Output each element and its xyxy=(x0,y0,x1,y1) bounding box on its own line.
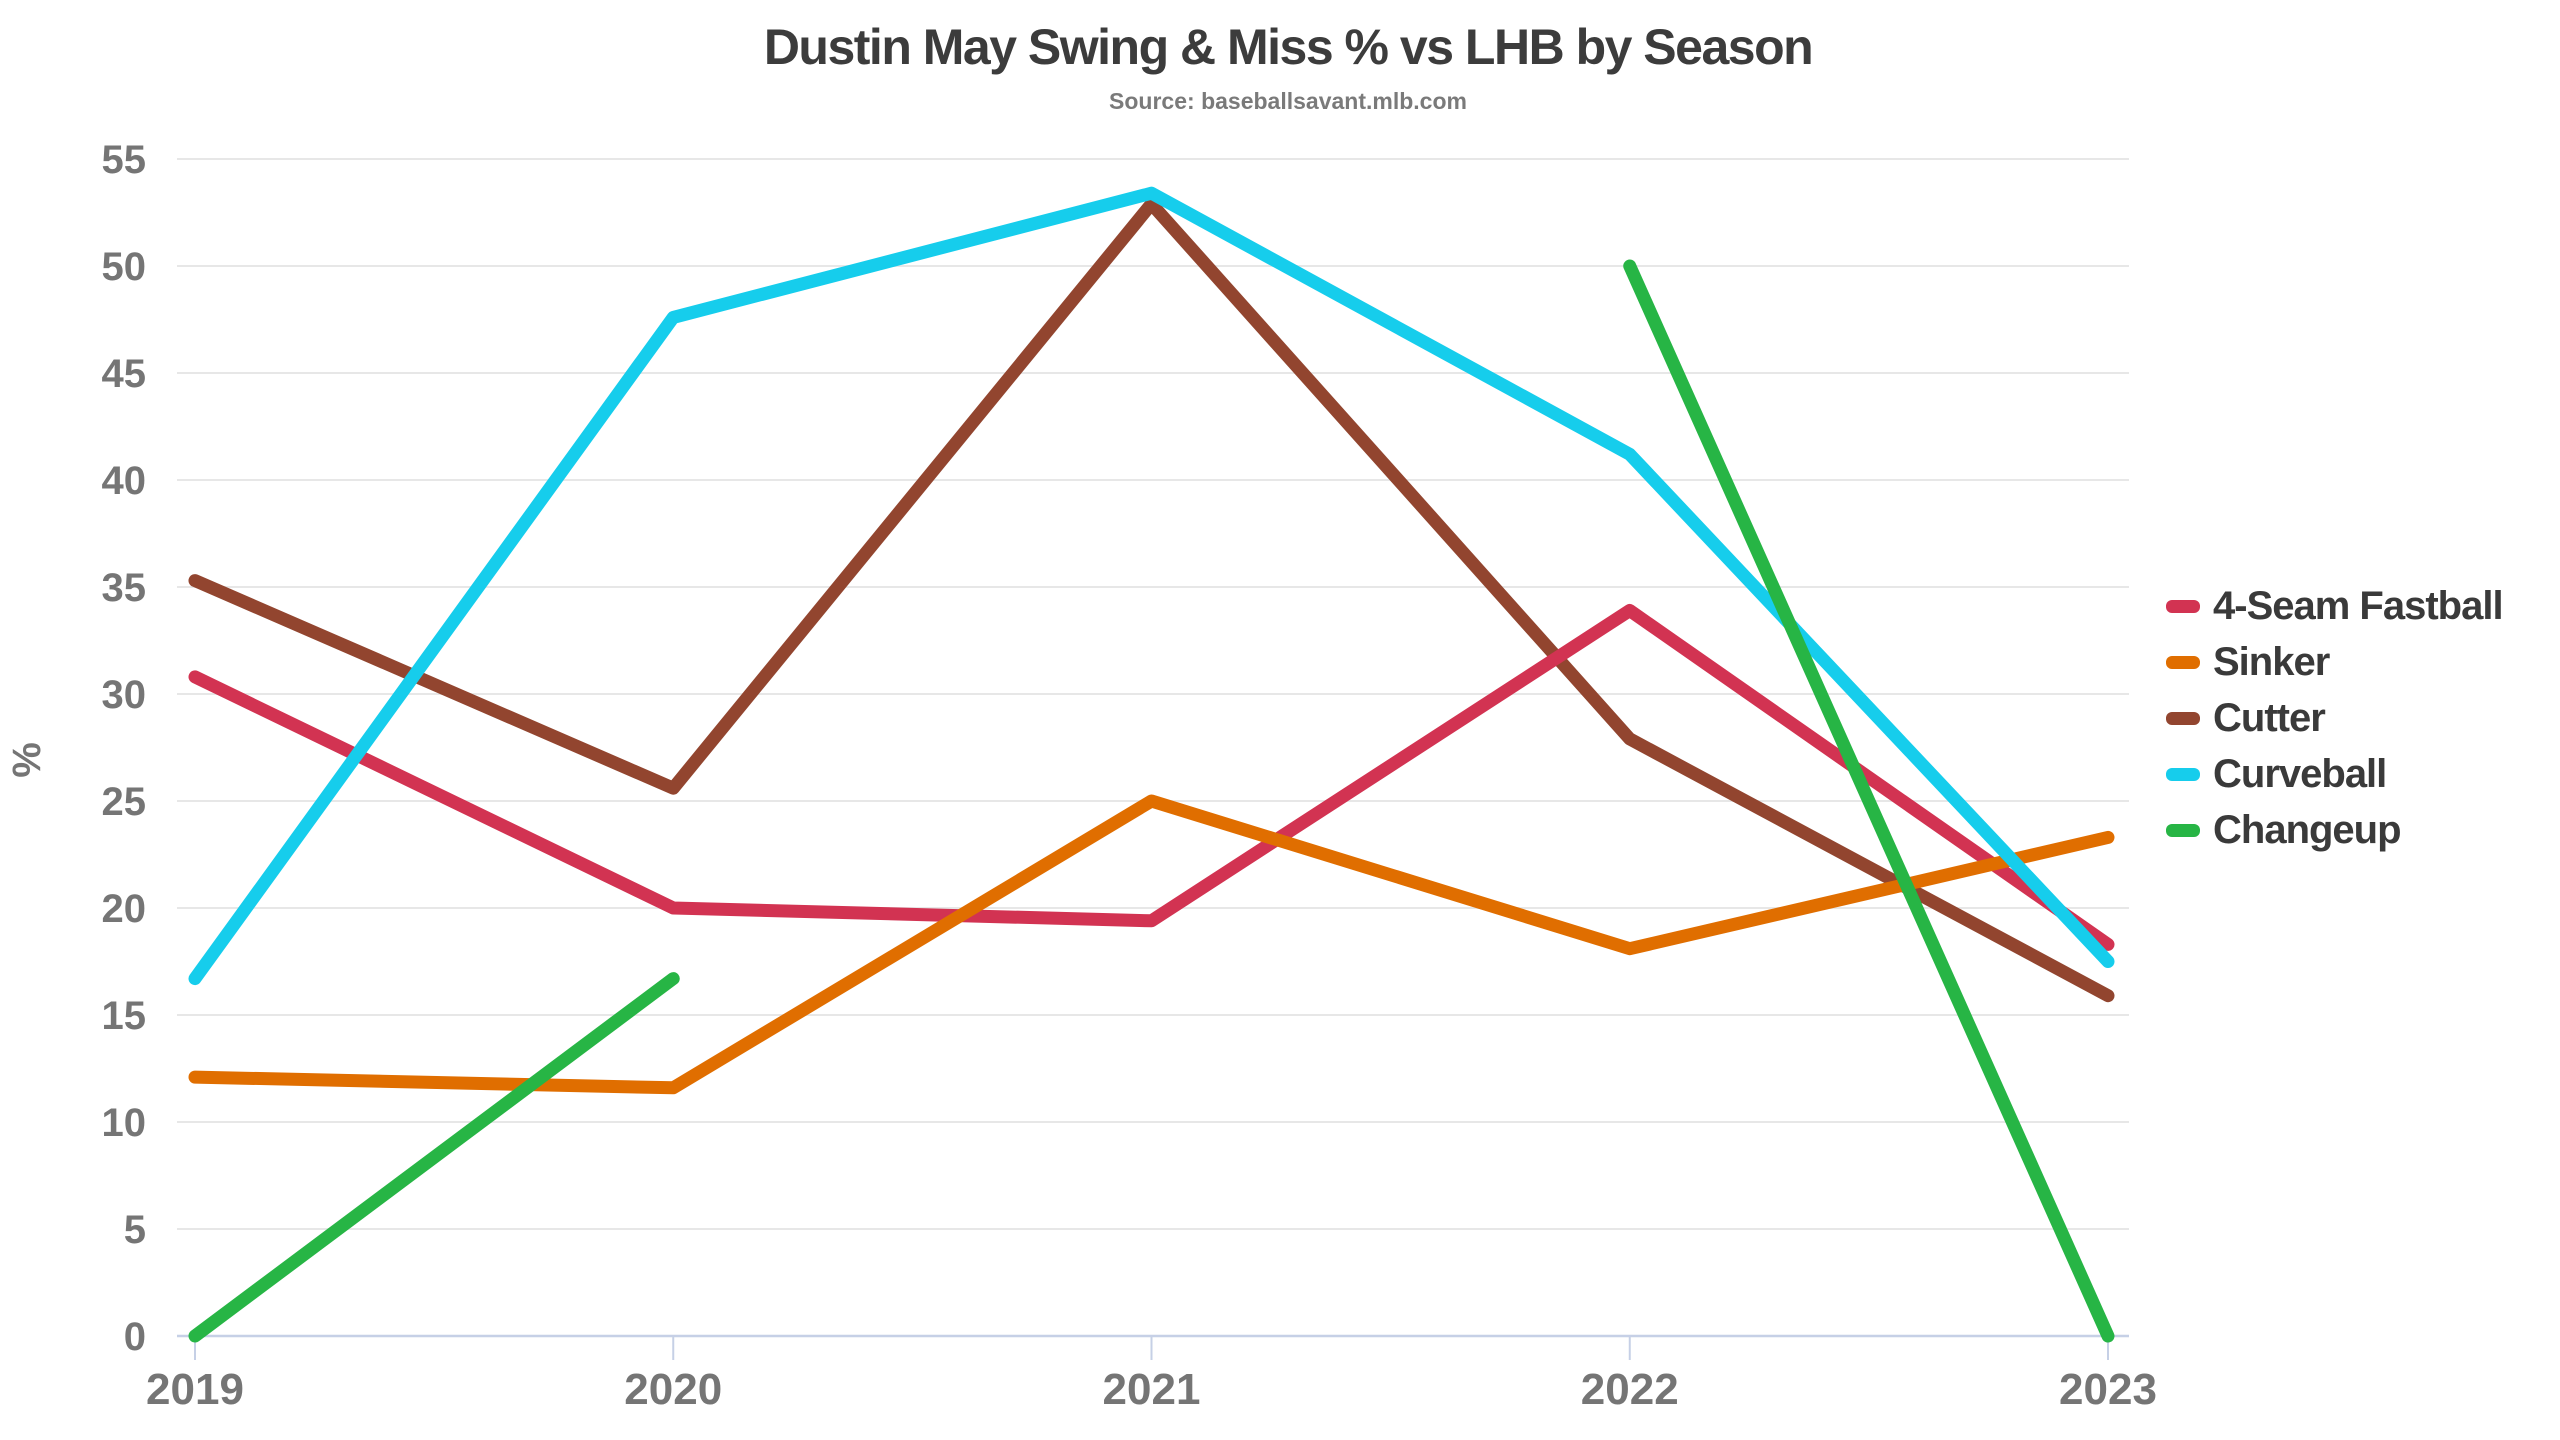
y-tick-label-10: 10 xyxy=(102,1101,147,1145)
series-line-sinker xyxy=(188,794,2115,1095)
legend-swatch-changeup xyxy=(2166,823,2200,837)
series-line-changeup xyxy=(1623,259,2115,1343)
y-tick-label-15: 15 xyxy=(102,994,147,1038)
legend-swatch-sinker xyxy=(2166,655,2200,669)
legend-label-cutter: Cutter xyxy=(2213,695,2326,740)
x-tick-label-2023: 2023 xyxy=(2059,1365,2157,1414)
series-line-4-seam-fastball xyxy=(188,604,2115,951)
legend-item-cutter: Cutter xyxy=(2166,690,2503,746)
x-tick-label-2022: 2022 xyxy=(1581,1365,1679,1414)
legend-swatch-cutter xyxy=(2166,711,2200,725)
y-tick-label-45: 45 xyxy=(102,352,147,396)
legend-item-4-seam-fastball: 4-Seam Fastball xyxy=(2166,578,2504,634)
legend-swatch-curveball xyxy=(2166,767,2200,781)
y-tick-label-5: 5 xyxy=(124,1208,146,1252)
y-tick-label-0: 0 xyxy=(124,1315,146,1359)
legend-item-sinker: Sinker xyxy=(2166,634,2503,690)
legend: 4-Seam Fastball Sinker Cutter Curveball Chan… xyxy=(2166,578,2504,858)
y-tick-label-25: 25 xyxy=(102,780,147,824)
chart-subtitle: Source: baseballsavant.mlb.com xyxy=(1109,88,1467,114)
y-axis-title: % xyxy=(5,742,49,778)
chart-title: Dustin May Swing & Miss % vs LHB by Seas… xyxy=(763,19,1814,75)
legend-swatch-4-seam-fastball xyxy=(2166,599,2200,613)
legend-label-4-seam-fastball: 4-Seam Fastball xyxy=(2213,583,2504,628)
y-tick-label-50: 50 xyxy=(102,245,147,289)
y-tick-label-35: 35 xyxy=(102,566,147,610)
y-tick-label-55: 55 xyxy=(102,138,147,182)
y-tick-label-30: 30 xyxy=(102,673,147,717)
y-tick-label-40: 40 xyxy=(102,459,147,503)
series-line-curveball xyxy=(188,186,2115,986)
x-tick-label-2021: 2021 xyxy=(1103,1365,1201,1414)
series-line-cutter xyxy=(188,197,2115,1003)
legend-item-curveball: Curveball xyxy=(2166,746,2503,802)
x-tick-label-2019: 2019 xyxy=(146,1365,244,1414)
legend-label-curveball: Curveball xyxy=(2213,751,2387,796)
x-tick-label-2020: 2020 xyxy=(624,1365,722,1414)
legend-label-sinker: Sinker xyxy=(2213,639,2330,684)
y-tick-label-20: 20 xyxy=(102,887,147,931)
series-line-changeup xyxy=(188,972,680,1343)
legend-item-changeup: Changeup xyxy=(2166,802,2503,858)
legend-label-changeup: Changeup xyxy=(2213,807,2402,852)
